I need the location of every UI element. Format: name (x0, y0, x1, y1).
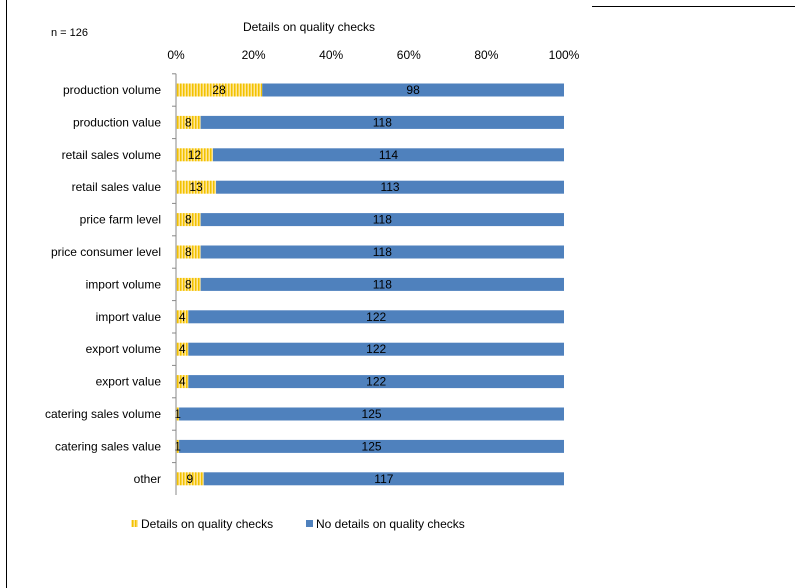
data-label-no-details: 125 (362, 439, 382, 453)
category-label: catering sales volume (45, 407, 161, 421)
data-label-no-details: 125 (362, 407, 382, 421)
data-label-details: 13 (189, 180, 203, 194)
data-label-details: 12 (188, 148, 202, 162)
chart-title: Details on quality checks (243, 20, 375, 34)
bar-no-details-on-quality-checks (188, 310, 565, 324)
bar-no-details-on-quality-checks (200, 115, 564, 129)
category-label: retail sales volume (62, 148, 162, 162)
bar-details-on-quality-checks (176, 148, 213, 162)
category-label: price farm level (80, 213, 161, 227)
bar-details-on-quality-checks (176, 439, 180, 453)
data-label-no-details: 117 (374, 472, 393, 486)
bar-no-details-on-quality-checks (179, 439, 565, 453)
bar-no-details-on-quality-checks (179, 407, 565, 421)
bar-details-on-quality-checks (176, 310, 189, 324)
data-label-details: 8 (185, 213, 192, 227)
data-label-no-details: 113 (380, 180, 399, 194)
frame-left-rule (6, 0, 7, 588)
data-label-no-details: 118 (373, 115, 392, 129)
x-tick-label: 60% (397, 48, 421, 62)
data-label-no-details: 114 (379, 148, 398, 162)
x-tick-label: 100% (549, 48, 580, 62)
bar-details-on-quality-checks (176, 277, 201, 291)
bar-no-details-on-quality-checks (200, 277, 564, 291)
data-label-details: 4 (179, 342, 186, 356)
bar-details-on-quality-checks (176, 342, 189, 356)
bar-no-details-on-quality-checks (262, 83, 564, 97)
bar-details-on-quality-checks (176, 245, 201, 259)
legend-swatch-no-details (306, 520, 313, 527)
x-tick-label: 20% (242, 48, 266, 62)
category-label: other (134, 472, 161, 486)
legend-label-no-details: No details on quality checks (316, 517, 465, 531)
x-tick-label: 40% (319, 48, 343, 62)
data-label-details: 4 (179, 310, 186, 324)
bar-details-on-quality-checks (176, 472, 204, 486)
bar-details-on-quality-checks (176, 375, 189, 389)
bar-no-details-on-quality-checks (188, 375, 565, 389)
data-label-details: 1 (174, 439, 181, 453)
bar-no-details-on-quality-checks (200, 245, 564, 259)
category-label: price consumer level (51, 245, 161, 259)
sample-size-note: n = 126 (51, 27, 88, 39)
category-label: production volume (63, 83, 161, 97)
data-label-details: 8 (185, 245, 192, 259)
bar-details-on-quality-checks (176, 213, 201, 227)
bar-no-details-on-quality-checks (188, 342, 565, 356)
data-label-no-details: 98 (406, 83, 420, 97)
data-label-details: 4 (179, 375, 186, 389)
data-label-no-details: 122 (366, 375, 386, 389)
bar-details-on-quality-checks (176, 180, 217, 194)
bar-details-on-quality-checks (176, 115, 201, 129)
x-axis-ticks: 0% 20% 40% 60% 80% 100% (167, 48, 579, 62)
bar-no-details-on-quality-checks (212, 148, 564, 162)
category-label: export value (96, 375, 162, 389)
data-label-no-details: 118 (373, 277, 392, 291)
legend-label-details: Details on quality checks (141, 517, 273, 531)
data-label-details: 8 (185, 277, 192, 291)
category-label: catering sales value (55, 439, 161, 453)
category-label: import volume (86, 277, 162, 291)
category-label: import value (96, 310, 162, 324)
category-label: production value (73, 115, 161, 129)
bar-no-details-on-quality-checks (200, 213, 564, 227)
legend-swatch-details (131, 520, 138, 527)
legend: Details on quality checks No details on q… (131, 517, 465, 531)
category-label: export volume (86, 342, 162, 356)
data-label-details: 28 (212, 83, 226, 97)
data-label-no-details: 122 (366, 310, 386, 324)
bar-details-on-quality-checks (176, 83, 263, 97)
bar-no-details-on-quality-checks (203, 472, 564, 486)
frame-top-rule (592, 6, 795, 7)
bar-no-details-on-quality-checks (216, 180, 565, 194)
bar-details-on-quality-checks (176, 407, 180, 421)
data-label-details: 8 (185, 115, 192, 129)
x-tick-label: 80% (474, 48, 498, 62)
x-tick-label: 0% (167, 48, 185, 62)
data-label-no-details: 122 (366, 342, 386, 356)
data-label-no-details: 118 (373, 245, 392, 259)
data-label-details: 9 (187, 472, 194, 486)
data-label-details: 1 (174, 407, 181, 421)
data-label-no-details: 118 (373, 213, 392, 227)
category-label: retail sales value (72, 180, 162, 194)
